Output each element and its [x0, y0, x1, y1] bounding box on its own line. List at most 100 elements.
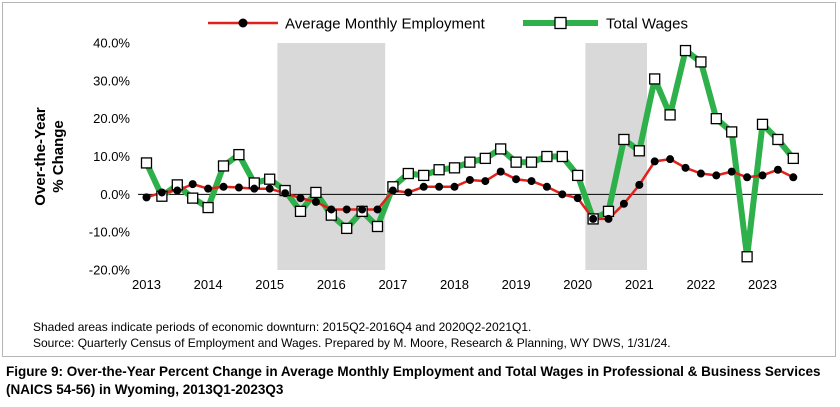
- employment-point: [727, 167, 736, 176]
- employment-point: [743, 173, 752, 182]
- wages-point: [633, 145, 645, 157]
- employment-point: [173, 186, 182, 195]
- employment-point: [696, 169, 705, 178]
- wages-point: [695, 56, 707, 68]
- employment-point: [712, 171, 721, 180]
- employment-point: [681, 163, 690, 172]
- employment-point: [604, 214, 613, 223]
- wages-point: [217, 160, 230, 172]
- y-tick-label: -20.0%: [89, 263, 131, 278]
- employment-point: [650, 157, 659, 166]
- x-tick-label: 2021: [625, 277, 654, 292]
- y-tick-label: 20.0%: [93, 111, 130, 126]
- employment-point: [512, 175, 521, 184]
- wages-point: [294, 205, 307, 218]
- chart-frame: 40.0% 30.0% 20.0% 10.0% 0.0% -10.0% -20.0% 2013…: [2, 2, 836, 357]
- employment-point: [204, 184, 213, 193]
- wages-point: [710, 113, 722, 125]
- y-tick-label: 30.0%: [93, 73, 130, 88]
- wages-point: [310, 186, 322, 199]
- employment-point: [558, 190, 567, 199]
- y-axis-label: Over-the-Year: [32, 107, 49, 206]
- employment-point: [589, 214, 598, 223]
- employment-point: [281, 189, 290, 198]
- wages-point: [448, 162, 461, 174]
- x-tick-label: 2019: [502, 277, 531, 292]
- employment-point: [635, 180, 644, 189]
- legend-label: Average Monthly Employment: [285, 16, 486, 33]
- wages-point: [464, 156, 476, 168]
- wages-point: [140, 157, 153, 169]
- employment-point: [435, 182, 444, 191]
- employment-point: [342, 205, 351, 214]
- wages-point: [602, 205, 615, 218]
- y-axis-label: % Change: [50, 120, 67, 193]
- source-note: Source: Quarterly Census of Employment a…: [33, 336, 671, 350]
- employment-point: [234, 183, 243, 192]
- wages-point: [433, 164, 445, 176]
- legend-label: Total Wages: [606, 16, 688, 33]
- x-tick-label: 2017: [378, 277, 407, 292]
- x-tick-label: 2023: [748, 277, 777, 292]
- employment-point: [296, 194, 305, 203]
- x-tick-label: 2020: [563, 277, 592, 292]
- y-tick-label: -10.0%: [89, 225, 131, 240]
- figure-caption: Figure 9: Over-the-Year Percent Change i…: [6, 364, 821, 397]
- legend-marker: [554, 16, 567, 30]
- wages-point: [402, 167, 414, 180]
- employment-point: [481, 177, 490, 186]
- employment-point: [404, 188, 413, 197]
- employment-point: [465, 175, 474, 184]
- employment-point: [157, 188, 166, 197]
- legend-marker: [238, 18, 248, 28]
- employment-point: [219, 182, 228, 191]
- y-tick-label: 10.0%: [93, 149, 130, 164]
- x-tick-label: 2016: [317, 277, 346, 292]
- wages-point: [525, 156, 538, 168]
- wages-point: [371, 220, 384, 233]
- employment-point: [358, 205, 367, 214]
- employment-point: [619, 199, 628, 208]
- employment-point: [142, 193, 151, 202]
- employment-point: [327, 205, 336, 214]
- wages-point: [341, 222, 353, 235]
- employment-point: [265, 184, 274, 193]
- employment-point: [758, 171, 767, 180]
- wages-point: [187, 192, 199, 204]
- wages-point: [233, 148, 245, 161]
- y-tick-label: 0.0%: [100, 187, 130, 202]
- line-chart: 40.0% 30.0% 20.0% 10.0% 0.0% -10.0% -20.0%2013…: [32, 16, 823, 292]
- employment-point: [188, 180, 197, 189]
- wages-point: [556, 150, 568, 163]
- employment-point: [573, 194, 582, 203]
- wages-point: [541, 150, 553, 163]
- x-tick-label: 2018: [440, 277, 469, 292]
- wages-point: [726, 126, 738, 138]
- employment-point: [789, 173, 798, 182]
- x-tick-label: 2013: [132, 277, 161, 292]
- y-tick-label: 40.0%: [93, 36, 130, 51]
- employment-point: [773, 165, 782, 174]
- wages-point: [741, 251, 753, 263]
- wages-point: [202, 201, 214, 214]
- wages-point: [264, 173, 276, 185]
- x-tick-label: 2015: [255, 277, 284, 292]
- x-tick-label: 2022: [686, 277, 715, 292]
- employment-point: [373, 205, 382, 214]
- wages-point: [572, 169, 584, 182]
- wages-point: [510, 156, 522, 168]
- wages-point: [649, 73, 661, 85]
- employment-point: [496, 167, 505, 176]
- wages-point: [479, 152, 491, 165]
- employment-point: [542, 182, 551, 191]
- wages-point: [618, 133, 630, 146]
- shaded-region-1: [277, 43, 386, 270]
- wages-point: [787, 152, 799, 165]
- wages-point: [418, 169, 430, 182]
- employment-point: [419, 182, 428, 191]
- wages-point: [679, 44, 692, 57]
- wages-point: [772, 133, 784, 146]
- employment-point: [450, 182, 459, 191]
- employment-point: [527, 177, 536, 186]
- x-tick-label: 2014: [194, 277, 223, 292]
